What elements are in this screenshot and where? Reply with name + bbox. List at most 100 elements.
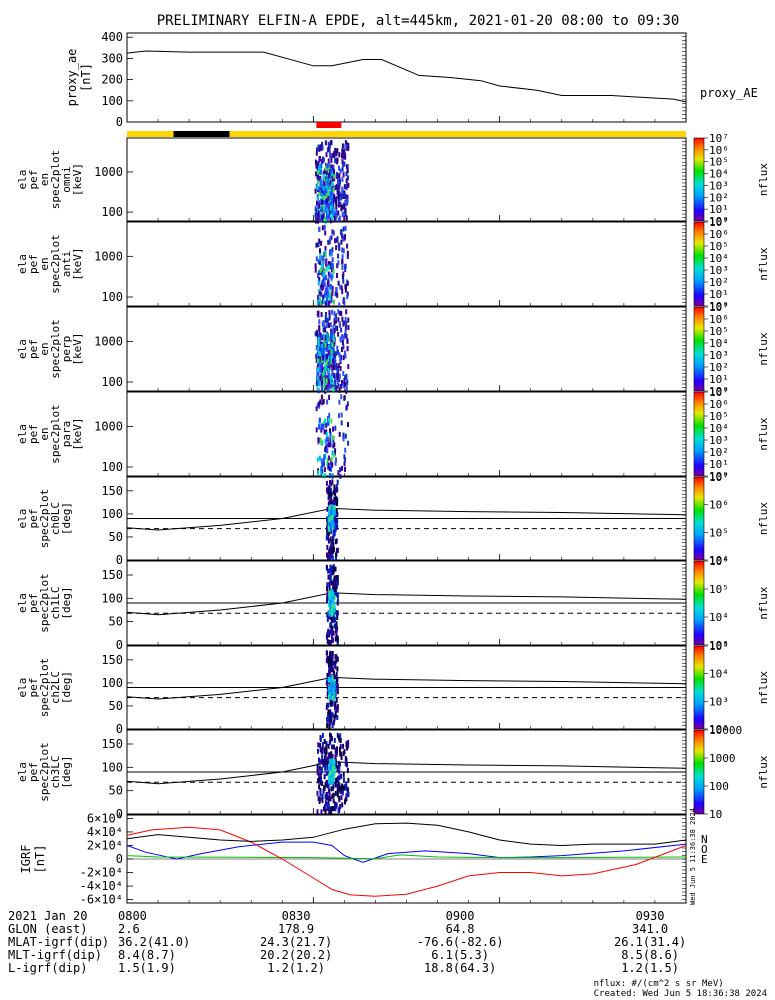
spectrogram-pixel <box>337 331 340 337</box>
spectrogram-pixel <box>330 481 333 487</box>
spectrogram-pixel <box>332 358 335 364</box>
spectrogram-pixel <box>328 359 331 365</box>
spectrogram-pixel <box>340 755 343 760</box>
spectrogram-pixel <box>328 250 331 256</box>
spectrogram-pixel <box>326 284 329 290</box>
ylabel-line: pef <box>27 593 40 613</box>
spectrogram-pixel <box>321 159 324 165</box>
spectrogram-pixel <box>331 262 334 268</box>
spectrogram-pixel <box>331 744 334 750</box>
spectrogram-pixel <box>325 436 328 442</box>
spectrogram-pixel <box>331 693 334 698</box>
spectrogram-pixel <box>324 140 327 146</box>
spectrogram-pixel <box>346 291 349 297</box>
spectrogram-pixel <box>318 165 321 171</box>
spectrogram-pixel <box>329 169 332 175</box>
spectrogram-pixel <box>342 248 345 254</box>
spectrogram-pixel <box>327 526 330 531</box>
spectrogram-pixel <box>332 591 334 597</box>
spectrogram-pixel <box>336 715 339 720</box>
side-stamp: Wed Jun 5 11:36:38 2024 <box>689 808 697 905</box>
spectrogram-pixel <box>327 714 330 720</box>
spectrogram-pixel <box>326 382 329 388</box>
colorbar-tick-label: 1000 <box>709 752 736 765</box>
spectrogram-pixel <box>342 750 345 756</box>
spectrogram-pixel <box>341 802 344 808</box>
spectrogram-pixel <box>327 261 330 266</box>
spectrogram-pixel <box>330 751 333 757</box>
spectrogram-pixel <box>337 373 340 379</box>
spectrogram-pixel <box>331 521 334 527</box>
spectrogram-pixel <box>327 196 330 202</box>
spectrogram-pixel <box>325 741 328 747</box>
spectrogram-pixel <box>329 754 332 760</box>
spectrogram-pixel <box>328 146 331 152</box>
spectrogram-pixel <box>337 776 339 782</box>
spectrogram-pixel <box>332 348 335 354</box>
spectrogram-pixel <box>344 225 347 231</box>
spectrogram-pixel <box>315 171 317 177</box>
spectrogram-pixel <box>324 245 327 251</box>
spectrogram-pixel <box>322 213 325 219</box>
spectrogram-pixel <box>316 385 319 391</box>
spectrogram-pixel <box>333 311 336 317</box>
spectrogram-pixel <box>324 353 327 359</box>
spectrogram-pixel <box>326 399 329 405</box>
spectrogram-pixel <box>333 500 336 506</box>
spectrogram-pixel <box>333 152 336 158</box>
spectrogram-pixel <box>325 429 328 435</box>
spectrogram-pixel <box>344 207 347 213</box>
y-tick-label: 150 <box>101 568 123 582</box>
spectrogram-pixel <box>321 742 324 748</box>
colorbar-tick-label: 10² <box>709 191 729 204</box>
spectrogram-pixel <box>341 159 344 165</box>
spectrogram-pixel <box>335 752 338 758</box>
ylabel-line: ela <box>16 762 29 782</box>
spectrogram-pixel <box>318 191 321 196</box>
spectrogram-pixel <box>347 364 350 370</box>
spectrogram-frame-omni <box>126 137 687 222</box>
spectrogram-pixel <box>328 522 331 528</box>
colorbar-tick-label: 10⁴ <box>709 337 729 350</box>
igrf-legend-N: N <box>701 833 708 846</box>
spectrogram-pixel <box>328 581 331 587</box>
spectrogram-pixel <box>330 251 332 257</box>
spectrogram-pixel <box>332 426 334 432</box>
spectrogram-pixel <box>330 460 333 466</box>
colorbar-tick-label: 10⁵ <box>709 410 729 423</box>
spectrogram-pixel <box>345 321 348 327</box>
spectrogram-pixel <box>325 198 328 204</box>
spectrogram-pixel <box>334 617 337 623</box>
spectrogram-pixel <box>323 181 326 187</box>
proxy-ae-line <box>126 50 687 103</box>
spectrogram-pixel <box>346 164 349 170</box>
spectrogram-pixel <box>333 679 336 684</box>
spectrogram-pixel <box>340 311 343 316</box>
spectrogram-pixel <box>336 345 339 351</box>
spectrogram-pixel <box>320 777 322 783</box>
spectrogram-pixel <box>334 806 337 812</box>
spectrogram-pixel <box>322 355 325 361</box>
spectrogram-pixel <box>336 512 339 517</box>
spectrogram-pixel <box>329 639 332 645</box>
spectrogram-pixel <box>331 555 334 561</box>
spectrogram-pixel <box>324 327 327 333</box>
spectrogram-pixel <box>344 353 347 359</box>
spectrogram-pixel <box>317 437 320 443</box>
colorbar-label: nflux <box>757 247 770 280</box>
spectrogram-pixel <box>316 185 319 190</box>
spectrogram-pixel <box>327 141 330 147</box>
spectrogram-pixel <box>330 733 333 739</box>
spectrogram-pixel <box>330 180 333 186</box>
spectrogram-pixel <box>330 173 333 179</box>
ylabel-line: pef <box>27 339 40 359</box>
spectrogram-pixel <box>324 291 327 297</box>
spectrogram-pixel <box>323 174 325 179</box>
spectrogram-pixel <box>317 272 319 278</box>
colorbar-label: nflux <box>757 502 770 535</box>
spectrogram-pixel <box>316 174 319 180</box>
spectrogram-pixel <box>341 233 343 239</box>
spectrogram-pixel <box>333 193 336 199</box>
